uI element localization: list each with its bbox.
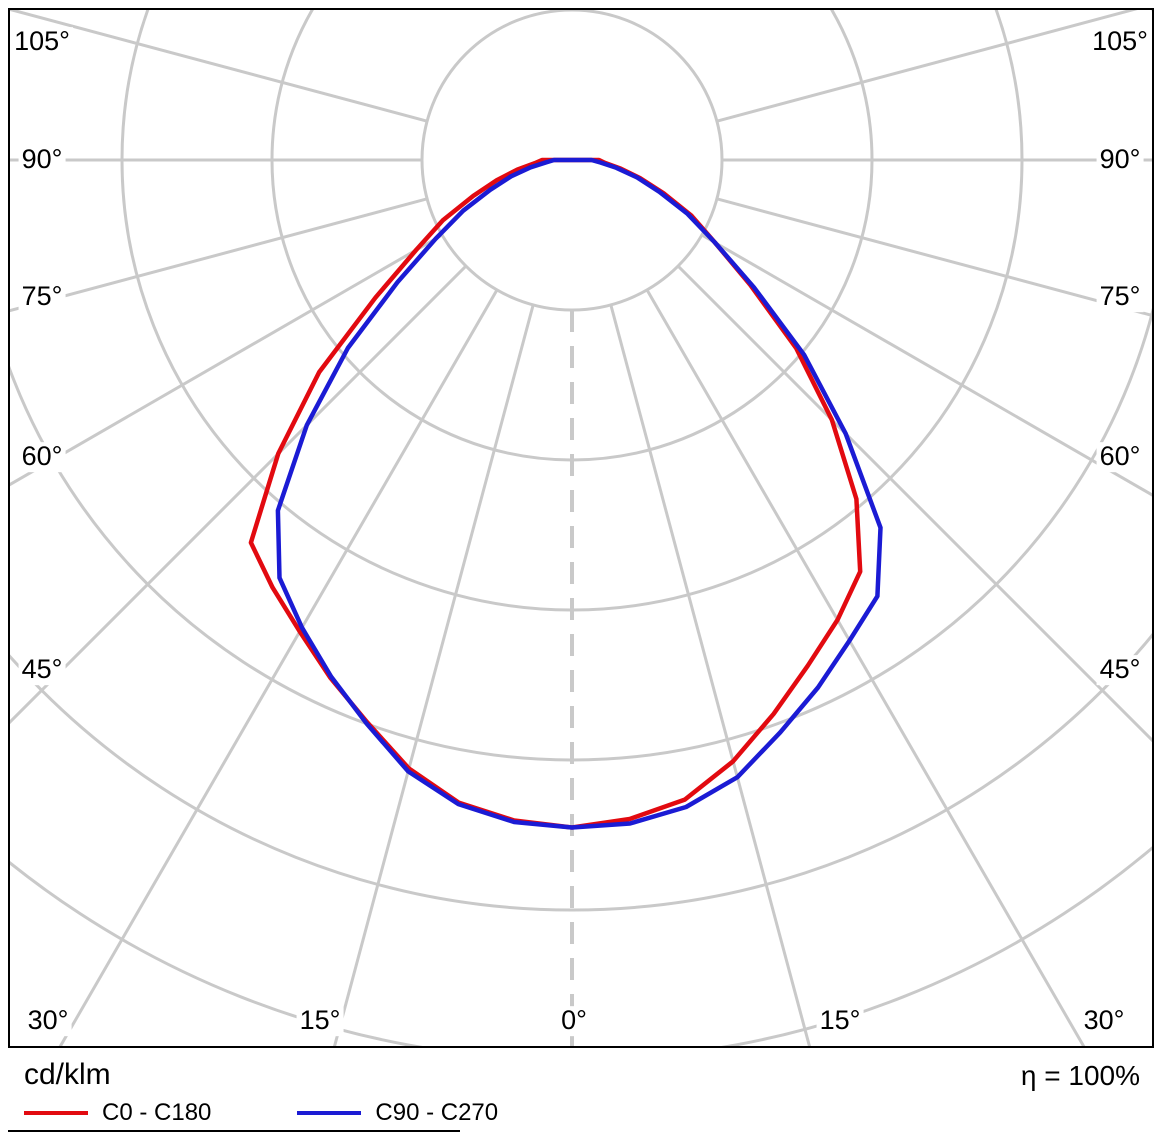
grid-radial-line xyxy=(10,265,467,725)
angle-label-right-105: 105° xyxy=(1089,26,1151,57)
legend-label-c0-c180: C0 - C180 xyxy=(102,1099,212,1126)
grid-ring xyxy=(10,845,1152,1046)
grid-radial-line xyxy=(609,304,811,1046)
legend-line-c0-c180 xyxy=(24,1111,88,1115)
grid-radial-line xyxy=(716,10,1138,123)
grid-radial-line xyxy=(716,197,1152,317)
angle-label-right-45: 45° xyxy=(1096,654,1144,685)
angle-label-bottom-30l: 30° xyxy=(24,1005,72,1036)
angle-label-bottom-30r: 30° xyxy=(1080,1005,1128,1036)
polar-chart-frame: 105° 90° 75° 60° 45° 105° 90° 75° 60° 45… xyxy=(8,8,1154,1048)
legend: C0 - C180 C90 - C270 xyxy=(24,1098,498,1128)
grid-radial-line xyxy=(677,265,1152,743)
angle-label-right-90: 90° xyxy=(1096,144,1144,175)
legend-label-c90-c270: C90 - C270 xyxy=(375,1099,499,1126)
angle-label-left-45: 45° xyxy=(18,654,66,685)
legend-line-c90-c270 xyxy=(297,1111,362,1115)
legend-underline xyxy=(8,1130,460,1132)
curve-c90-c270 xyxy=(275,157,883,830)
angle-label-right-60: 60° xyxy=(1096,441,1144,472)
angle-label-bottom-15r: 15° xyxy=(816,1005,864,1036)
grid-radial-line xyxy=(58,289,499,1046)
grid-radial-line xyxy=(645,289,1086,1046)
efficiency-label: η = 100% xyxy=(1020,1060,1140,1091)
angle-label-right-75: 75° xyxy=(1096,281,1144,312)
angle-label-left-75: 75° xyxy=(18,281,66,312)
grid-radial-line xyxy=(10,10,428,123)
angle-label-bottom-15l: 15° xyxy=(296,1005,344,1036)
angle-label-left-60: 60° xyxy=(18,441,66,472)
grid-radial-line xyxy=(10,233,443,487)
angle-label-left-105: 105° xyxy=(11,26,73,57)
grid-radial-line xyxy=(701,233,1152,497)
units-label: cd/klm xyxy=(24,1058,111,1091)
grid-radial-line xyxy=(10,197,428,313)
angle-label-left-90: 90° xyxy=(18,144,66,175)
angle-label-bottom-0: 0° xyxy=(558,1005,590,1036)
grid-radial-line xyxy=(333,304,535,1046)
polar-chart-svg xyxy=(10,10,1152,1046)
grid-ring xyxy=(10,632,1152,912)
